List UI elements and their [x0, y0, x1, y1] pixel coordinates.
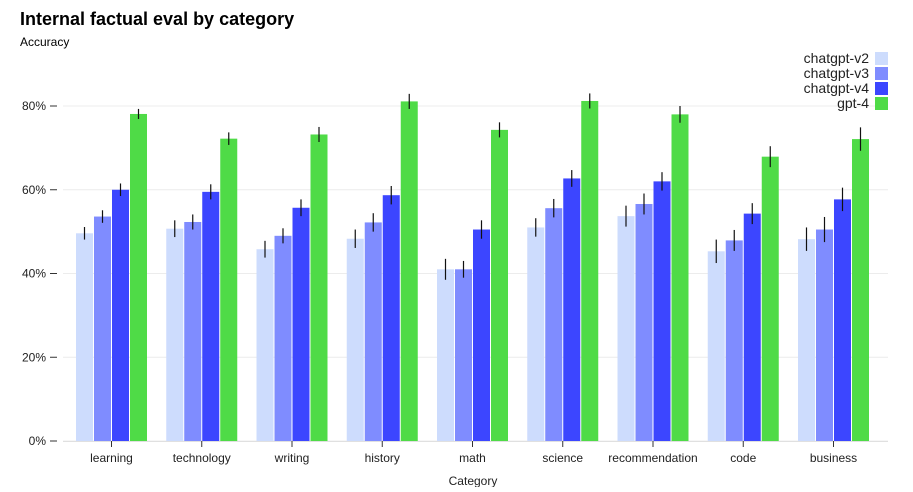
y-axis-label: Accuracy	[20, 35, 70, 49]
y-tick-label: 60%	[22, 183, 46, 197]
bar-chatgpt-v2-science	[527, 227, 545, 441]
x-tick-label-code: code	[730, 451, 756, 465]
bar-chatgpt-v3-learning	[94, 216, 111, 441]
x-tick-label-recommendation: recommendation	[608, 451, 697, 465]
bar-chatgpt-v4-technology	[202, 191, 220, 441]
bar-gpt-4-writing	[310, 134, 328, 441]
bar-chatgpt-v3-recommendation	[635, 203, 653, 441]
bar-chatgpt-v2-learning	[76, 233, 93, 441]
x-tick-label-business: business	[810, 451, 857, 465]
bar-gpt-4-technology	[220, 138, 238, 441]
legend-swatch	[875, 82, 888, 95]
bar-chatgpt-v2-math	[437, 269, 454, 441]
legend-item-chatgpt-v4: chatgpt-v4	[804, 81, 888, 96]
bar-gpt-4-learning	[130, 113, 147, 442]
y-tick-label: 80%	[22, 99, 46, 113]
bar-chatgpt-v4-learning	[112, 189, 129, 441]
bar-chatgpt-v2-technology	[166, 228, 184, 441]
x-tick-label-science: science	[542, 451, 583, 465]
bar-chatgpt-v3-business	[816, 229, 833, 441]
x-axis-title: Category	[449, 474, 498, 487]
legend-swatch	[875, 67, 888, 80]
legend-label: chatgpt-v3	[803, 65, 869, 81]
bar-chatgpt-v3-writing	[274, 235, 292, 441]
bar-chatgpt-v4-business	[834, 199, 851, 441]
bar-gpt-4-history	[400, 101, 418, 442]
chart-title: Internal factual eval by category	[20, 9, 295, 29]
bar-gpt-4-code	[761, 156, 779, 441]
bar-chatgpt-v3-science	[545, 208, 563, 441]
legend-label: gpt-4	[837, 95, 869, 111]
bar-chatgpt-v2-code	[707, 251, 725, 441]
bar-chatgpt-v4-history	[382, 195, 400, 441]
y-tick-label: 0%	[29, 434, 47, 448]
x-tick-label-technology: technology	[173, 451, 231, 465]
bar-chatgpt-v4-recommendation	[653, 181, 671, 441]
bar-chatgpt-v2-writing	[256, 249, 274, 441]
x-tick-label-learning: learning	[90, 451, 133, 465]
legend: chatgpt-v2 chatgpt-v3 chatgpt-v4 gpt-4	[804, 51, 888, 111]
legend-item-chatgpt-v2: chatgpt-v2	[804, 51, 888, 66]
bar-chatgpt-v2-business	[798, 239, 815, 441]
bar-chatgpt-v4-code	[743, 213, 761, 441]
bar-gpt-4-math	[491, 129, 508, 441]
x-tick-label-history: history	[365, 451, 400, 465]
legend-item-gpt-4: gpt-4	[804, 96, 888, 111]
x-tick-label-writing: writing	[274, 451, 310, 465]
legend-label: chatgpt-v4	[803, 80, 869, 96]
bar-chatgpt-v3-code	[725, 240, 743, 441]
legend-swatch	[875, 52, 888, 65]
bar-gpt-4-recommendation	[671, 114, 689, 441]
bar-gpt-4-science	[581, 100, 599, 441]
bar-chatgpt-v4-math	[473, 229, 490, 441]
bar-chatgpt-v3-math	[455, 269, 472, 441]
y-tick-label: 20%	[22, 350, 46, 364]
bar-chatgpt-v3-technology	[184, 221, 202, 441]
bar-chatgpt-v4-writing	[292, 207, 310, 441]
bar-chatgpt-v2-recommendation	[617, 216, 635, 441]
y-tick-label: 40%	[22, 267, 46, 281]
bar-chatgpt-v3-history	[364, 222, 382, 441]
bar-gpt-4-business	[852, 139, 869, 442]
legend-label: chatgpt-v2	[803, 50, 869, 66]
bar-chatgpt-v2-history	[346, 238, 364, 441]
bar-chatgpt-v4-science	[563, 178, 581, 441]
legend-item-chatgpt-v3: chatgpt-v3	[804, 66, 888, 81]
x-tick-label-math: math	[459, 451, 486, 465]
legend-swatch	[875, 97, 888, 110]
